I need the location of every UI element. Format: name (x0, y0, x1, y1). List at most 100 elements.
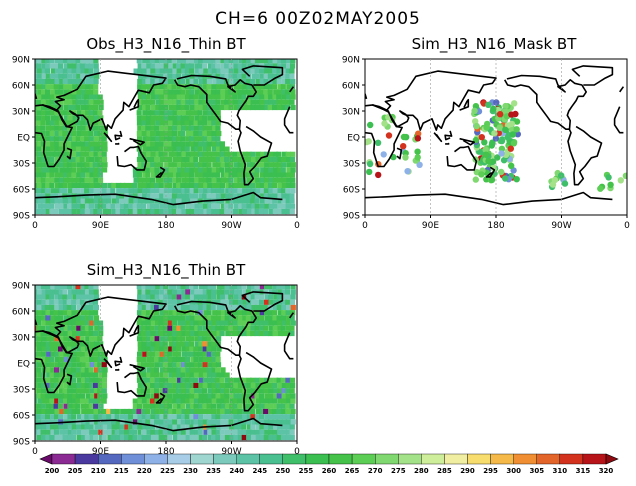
swath-cell (81, 424, 87, 430)
swath-cell (41, 94, 47, 100)
colorbar-swatch (97, 453, 122, 465)
swath-cell (264, 315, 270, 321)
swath-cell (41, 315, 47, 321)
swath-cell (207, 182, 213, 189)
swath-cell (241, 310, 248, 316)
swath-cell (176, 294, 182, 300)
swath-cell (176, 136, 182, 142)
swath-cell (159, 130, 165, 137)
swath-cell (216, 151, 222, 157)
colorbar: 200 205 210 215 220 225 230 235 240 245 250 255 260 2… (39, 453, 619, 475)
swath-cell (142, 351, 148, 357)
swath-cell (290, 419, 296, 425)
swath-cell (268, 424, 274, 430)
swath-cell (35, 68, 37, 74)
swath-cell (246, 403, 252, 409)
swath-cell (250, 78, 256, 85)
swath-cell (203, 182, 209, 189)
swath-cell (289, 193, 295, 199)
swath-cell (280, 84, 286, 90)
swath-cell (237, 151, 243, 157)
coastline (459, 98, 470, 111)
swath-cell (215, 99, 221, 105)
swath-cell (93, 198, 99, 204)
swath-cell (80, 188, 86, 194)
swath-cell (189, 78, 195, 85)
swath-cell (136, 377, 143, 383)
swath-cell (93, 120, 99, 126)
swath-cell (93, 130, 100, 137)
swath-cell (76, 63, 82, 69)
swath-cell (76, 414, 82, 420)
swath-cell (224, 424, 230, 430)
swath-cell (93, 382, 99, 389)
swath-cell (141, 104, 148, 111)
cloud-free-point (366, 160, 374, 168)
swath-cell (49, 198, 56, 204)
coastline (35, 330, 294, 394)
swath-cell (172, 125, 178, 131)
swath-cell (137, 125, 143, 131)
swath-cell (128, 208, 134, 215)
swath-cell (215, 89, 221, 95)
swath-cell (41, 356, 47, 363)
swath-cell (211, 356, 218, 363)
swath-cell (189, 382, 196, 389)
swath-cell (62, 372, 68, 378)
swath-cell (54, 203, 60, 209)
swath-cell (280, 434, 287, 441)
swath-cell (58, 372, 65, 378)
swath-cell (119, 424, 125, 430)
swath-cell (93, 136, 99, 142)
swath-cell (37, 372, 43, 378)
cloud-free-point (498, 150, 505, 157)
swath-cell (154, 59, 160, 64)
swath-cell (93, 63, 99, 69)
swath-cell (137, 330, 143, 337)
swath-cell (45, 299, 51, 305)
swath-cell (120, 408, 126, 415)
colorbar-label: 240 (229, 467, 244, 475)
swath-cell (197, 63, 203, 69)
swath-cell (216, 304, 222, 311)
swath-cell (264, 99, 270, 105)
swath-cell (49, 125, 55, 131)
cloud-free-point (488, 142, 495, 149)
swath-cell (198, 177, 204, 183)
swath-cell (101, 382, 107, 389)
swath-cell (36, 182, 43, 189)
swath-cell (159, 188, 165, 194)
swath-cell (168, 198, 174, 204)
swath-cell (264, 294, 270, 300)
swath-cell (97, 356, 104, 363)
swath-cell (102, 208, 108, 215)
swath-cell (215, 414, 221, 420)
swath-cell (281, 310, 287, 316)
swath-cell (264, 162, 270, 168)
swath-cell (280, 325, 286, 331)
swath-cell (219, 141, 225, 147)
swath-cell (94, 68, 100, 74)
swath-cell (242, 382, 248, 389)
swath-cell (211, 136, 217, 142)
swath-cell (259, 285, 265, 290)
swath-cell (84, 141, 90, 147)
swath-cell (238, 208, 244, 215)
swath-cell (54, 141, 60, 147)
swath-cell (149, 110, 156, 116)
swath-cell (62, 367, 68, 373)
swath-cell (84, 382, 90, 389)
swath-cell (37, 68, 43, 74)
swath-cell (198, 99, 204, 105)
swath-cell (202, 99, 208, 105)
swath-cell (184, 362, 190, 368)
swath-cell (53, 346, 60, 352)
swath-cell (137, 136, 143, 142)
coastline (114, 356, 123, 367)
swath-cell (202, 351, 208, 357)
swath-cell (180, 325, 186, 331)
swath-cell (84, 63, 90, 69)
swath-cell (36, 289, 43, 295)
swath-cell (185, 434, 191, 441)
swath-cell (101, 434, 107, 441)
